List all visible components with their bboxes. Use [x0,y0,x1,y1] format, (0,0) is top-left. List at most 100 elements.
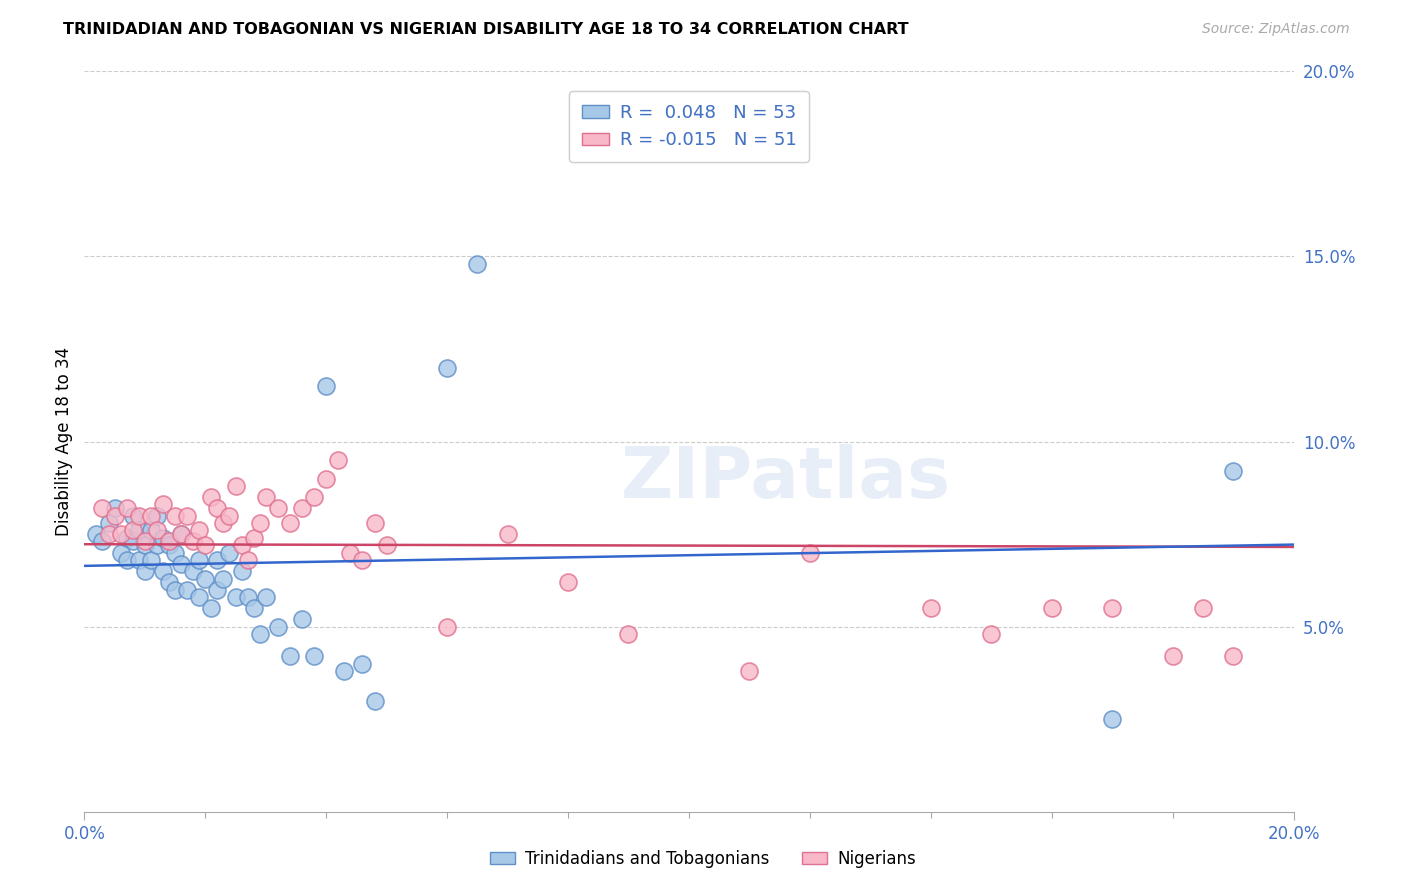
Point [194,572,217,586]
Point [188,524,211,538]
Point [302,490,325,504]
Point [134,534,156,549]
Point [249,516,271,530]
Point [115,531,138,545]
Point [254,490,277,504]
Point [267,619,290,633]
Point [176,508,198,523]
Point [170,527,193,541]
Legend: R =  0.048   N = 53, R = -0.015   N = 51: R = 0.048 N = 53, R = -0.015 N = 51 [569,92,808,161]
Point [115,553,138,567]
Point [134,564,156,578]
Point [207,553,229,567]
Point [176,582,198,597]
Point [920,601,942,615]
Point [104,508,127,523]
Point [139,553,162,567]
Point [236,553,259,567]
Point [249,627,271,641]
Point [1040,601,1063,615]
Point [207,582,229,597]
Point [128,553,150,567]
Point [242,531,264,545]
Point [97,516,120,530]
Point [170,557,193,571]
Point [165,508,187,523]
Point [152,564,174,578]
Point [218,508,240,523]
Point [231,564,253,578]
Point [496,527,519,541]
Point [1222,649,1244,664]
Point [738,664,761,678]
Point [212,516,235,530]
Point [1101,712,1123,726]
Point [375,538,398,552]
Point [146,524,169,538]
Point [188,553,211,567]
Point [188,590,211,604]
Point [115,501,138,516]
Point [1161,649,1184,664]
Point [86,527,108,541]
Point [170,527,193,541]
Point [146,538,169,552]
Point [212,572,235,586]
Point [278,649,301,664]
Point [363,694,385,708]
Text: TRINIDADIAN AND TOBAGONIAN VS NIGERIAN DISABILITY AGE 18 TO 34 CORRELATION CHART: TRINIDADIAN AND TOBAGONIAN VS NIGERIAN D… [63,22,908,37]
Point [315,472,337,486]
Point [291,612,314,626]
Point [267,501,290,516]
Point [333,664,356,678]
Point [139,508,162,523]
Point [134,538,156,552]
Point [242,601,264,615]
Point [1222,464,1244,478]
Text: Source: ZipAtlas.com: Source: ZipAtlas.com [1202,22,1350,37]
Point [165,545,187,560]
Point [194,538,217,552]
Point [181,564,204,578]
Point [110,527,132,541]
Point [200,601,222,615]
Point [328,453,350,467]
Point [980,627,1002,641]
Point [121,508,143,523]
Point [157,534,180,549]
Point [110,545,132,560]
Point [157,538,180,552]
Text: ZIPatlas: ZIPatlas [620,444,950,513]
Point [436,619,458,633]
Point [278,516,301,530]
Point [225,479,247,493]
Point [617,627,640,641]
Legend: Trinidadians and Tobagonians, Nigerians: Trinidadians and Tobagonians, Nigerians [484,844,922,875]
Point [139,524,162,538]
Point [165,582,187,597]
Point [1101,601,1123,615]
Point [236,590,259,604]
Point [352,657,374,671]
Point [339,545,361,560]
Point [104,501,127,516]
Point [146,508,169,523]
Point [97,527,120,541]
Point [436,360,458,375]
Point [315,379,337,393]
Point [291,501,314,516]
Point [91,534,114,549]
Point [152,531,174,545]
Point [231,538,253,552]
Point [1192,601,1215,615]
Point [254,590,277,604]
Point [157,575,180,590]
Point [352,553,374,567]
Point [302,649,325,664]
Point [363,516,385,530]
Point [799,545,821,560]
Point [152,498,174,512]
Point [121,534,143,549]
Point [225,590,247,604]
Y-axis label: Disability Age 18 to 34: Disability Age 18 to 34 [55,347,73,536]
